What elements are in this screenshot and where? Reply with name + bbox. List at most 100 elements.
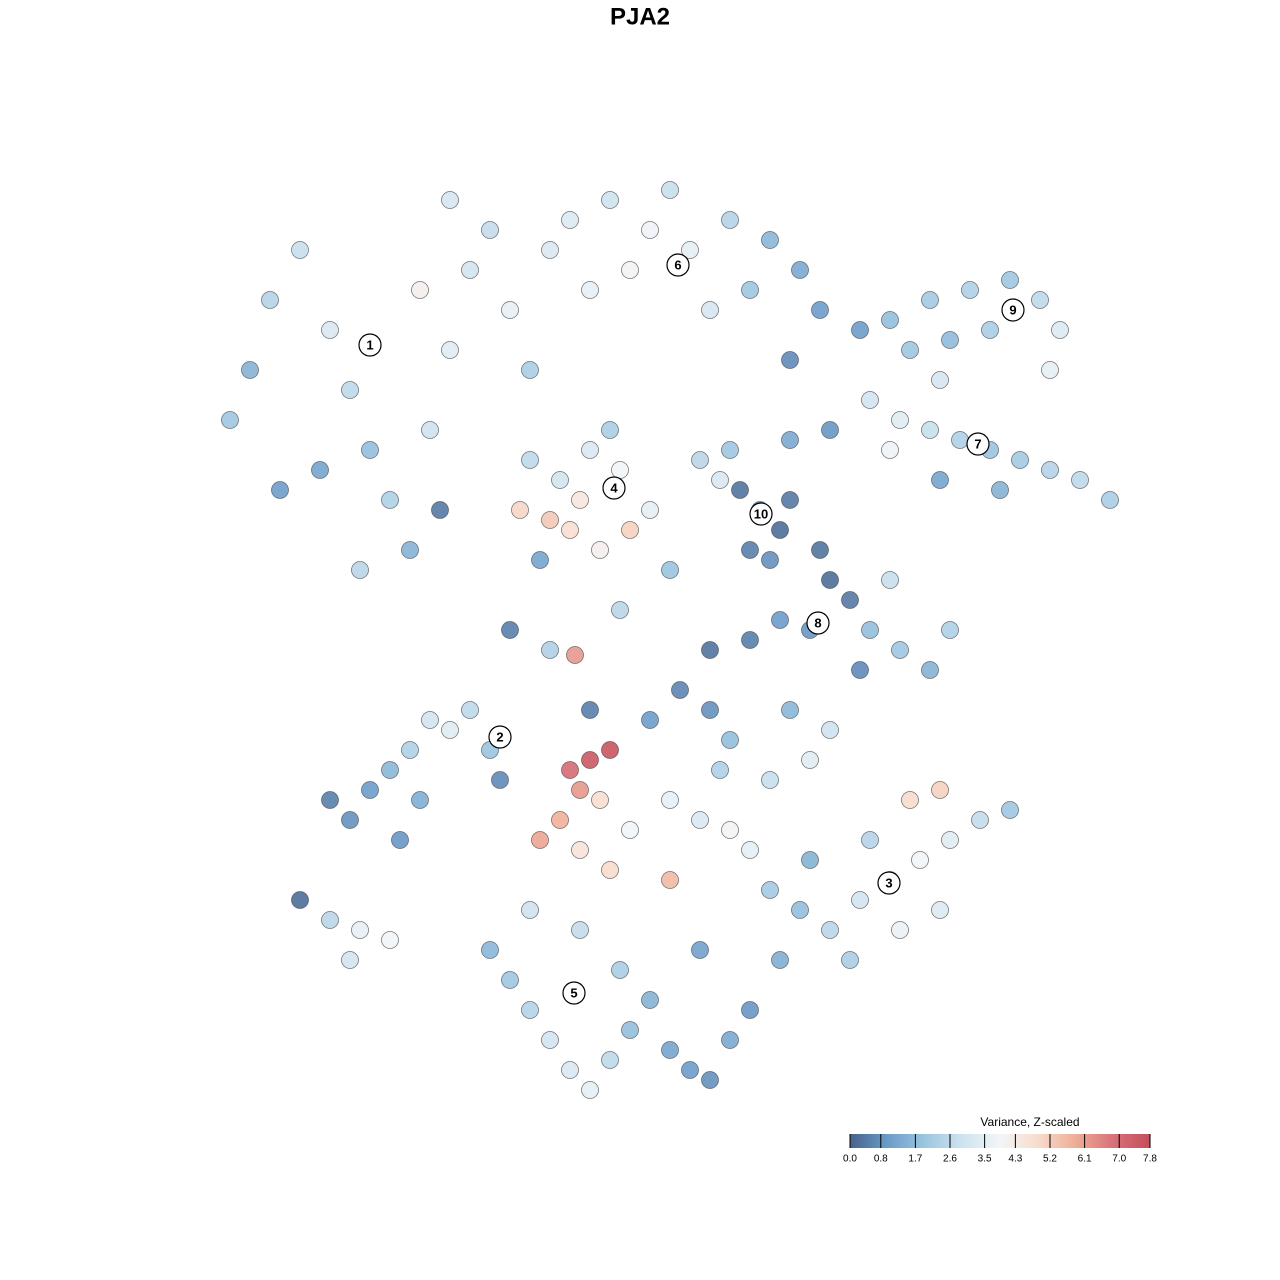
point	[691, 941, 709, 959]
point	[881, 571, 899, 589]
colorbar-tick-label: 2.6	[943, 1154, 957, 1165]
point	[1101, 491, 1119, 509]
point	[721, 211, 739, 229]
point	[951, 431, 969, 449]
point	[701, 641, 719, 659]
point	[561, 1061, 579, 1079]
point	[881, 311, 899, 329]
point	[641, 221, 659, 239]
cluster-marker	[806, 611, 830, 635]
point	[311, 461, 329, 479]
point	[701, 301, 719, 319]
point	[861, 391, 879, 409]
point	[781, 431, 799, 449]
point	[521, 361, 539, 379]
point	[921, 421, 939, 439]
point	[1011, 451, 1029, 469]
point	[811, 301, 829, 319]
point	[1001, 271, 1019, 289]
point	[691, 451, 709, 469]
cluster-label: 8	[814, 615, 821, 630]
point	[581, 701, 599, 719]
point	[771, 521, 789, 539]
point	[571, 491, 589, 509]
point	[801, 851, 819, 869]
point	[501, 301, 519, 319]
point	[1041, 461, 1059, 479]
point	[761, 551, 779, 569]
point	[691, 811, 709, 829]
point	[741, 631, 759, 649]
point	[441, 721, 459, 739]
point	[551, 471, 569, 489]
point	[711, 471, 729, 489]
point	[321, 911, 339, 929]
point	[291, 241, 309, 259]
point	[881, 441, 899, 459]
point	[891, 411, 909, 429]
point	[681, 1061, 699, 1079]
point	[821, 571, 839, 589]
point	[861, 621, 879, 639]
cluster-label: 4	[610, 480, 618, 495]
point	[661, 791, 679, 809]
point	[741, 281, 759, 299]
point	[531, 551, 549, 569]
point	[341, 811, 359, 829]
point	[571, 921, 589, 939]
cluster-labels: 1 2 3 4 5 6 7 8 9 10	[358, 253, 1025, 1005]
point	[911, 851, 929, 869]
point	[401, 541, 419, 559]
point	[381, 761, 399, 779]
point	[601, 861, 619, 879]
point	[541, 1031, 559, 1049]
point	[701, 1071, 719, 1089]
point	[361, 441, 379, 459]
point	[661, 561, 679, 579]
point	[441, 191, 459, 209]
point	[221, 411, 239, 429]
point	[981, 321, 999, 339]
point	[351, 561, 369, 579]
point	[501, 621, 519, 639]
point	[851, 661, 869, 679]
point	[1041, 361, 1059, 379]
point	[931, 781, 949, 799]
point	[521, 451, 539, 469]
point	[381, 931, 399, 949]
point	[841, 951, 859, 969]
point	[791, 901, 809, 919]
point	[461, 261, 479, 279]
point	[501, 971, 519, 989]
point	[1051, 321, 1069, 339]
point	[851, 891, 869, 909]
point	[941, 621, 959, 639]
point	[566, 646, 584, 664]
colorbar-tick-label: 4.3	[1008, 1154, 1022, 1165]
point	[581, 1081, 599, 1099]
point	[601, 741, 619, 759]
cluster-label: 2	[496, 729, 503, 744]
point	[421, 711, 439, 729]
point	[391, 831, 409, 849]
colorbar-tick-label: 7.8	[1143, 1154, 1157, 1165]
point	[671, 681, 689, 699]
point	[791, 261, 809, 279]
point	[921, 291, 939, 309]
point	[611, 601, 629, 619]
colorbar-tick-label: 7.0	[1112, 1154, 1126, 1165]
point	[661, 1041, 679, 1059]
cluster-marker	[488, 725, 512, 749]
point	[721, 821, 739, 839]
cluster-marker	[877, 871, 901, 895]
point	[591, 541, 609, 559]
point	[991, 481, 1009, 499]
point	[551, 811, 569, 829]
cluster-label: 6	[674, 257, 681, 272]
point	[661, 871, 679, 889]
point	[851, 321, 869, 339]
point	[761, 771, 779, 789]
point	[321, 321, 339, 339]
point	[741, 541, 759, 559]
